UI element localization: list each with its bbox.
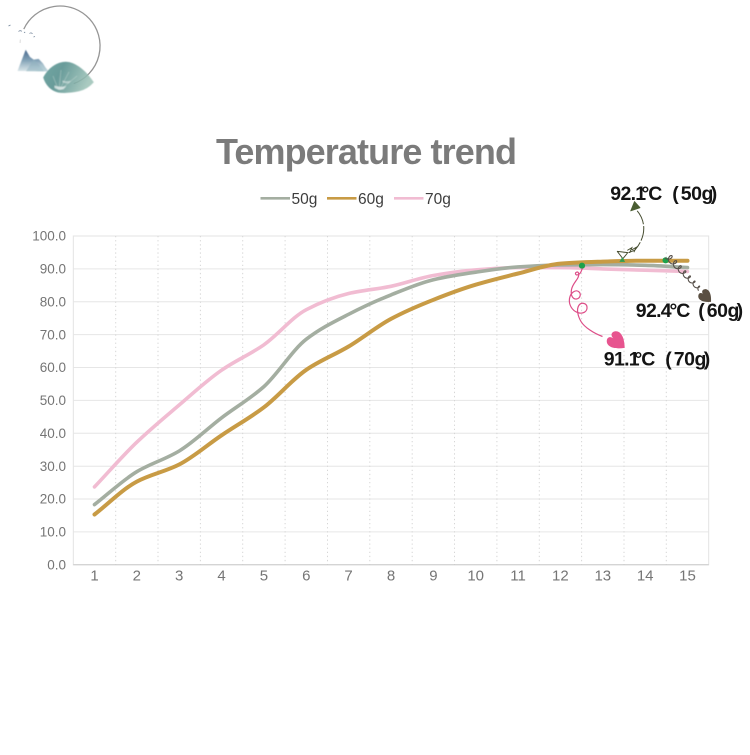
- svg-text:20.0: 20.0: [40, 492, 66, 507]
- svg-text:): ): [704, 349, 711, 371]
- svg-text:60g: 60g: [707, 300, 739, 322]
- svg-text:0.0: 0.0: [47, 558, 66, 573]
- svg-text:Temperature trend: Temperature trend: [216, 131, 516, 172]
- svg-text:9: 9: [429, 568, 437, 585]
- svg-text:13: 13: [594, 568, 611, 585]
- svg-text:): ): [711, 183, 718, 205]
- svg-text:(: (: [672, 183, 679, 205]
- svg-text:92.1: 92.1: [610, 183, 646, 205]
- svg-text:3: 3: [175, 568, 183, 585]
- svg-text:(: (: [665, 349, 672, 371]
- svg-text:70g: 70g: [674, 349, 706, 371]
- svg-text:50g: 50g: [292, 191, 318, 208]
- svg-text:°C: °C: [635, 349, 656, 371]
- svg-text:(: (: [698, 300, 705, 322]
- svg-text:92.4: 92.4: [636, 300, 672, 322]
- svg-text:2: 2: [133, 568, 141, 585]
- svg-text:30.0: 30.0: [40, 459, 66, 474]
- svg-text:50.0: 50.0: [40, 393, 66, 408]
- svg-text:): ): [737, 300, 744, 322]
- svg-text:°C: °C: [670, 300, 691, 322]
- svg-text:100.0: 100.0: [32, 229, 66, 244]
- svg-text:60g: 60g: [358, 191, 384, 208]
- svg-text:80.0: 80.0: [40, 295, 66, 310]
- svg-text:4: 4: [217, 568, 225, 585]
- svg-text:6: 6: [302, 568, 310, 585]
- svg-text:15: 15: [679, 568, 696, 585]
- svg-text:70.0: 70.0: [40, 327, 66, 342]
- svg-text:90.0: 90.0: [40, 262, 66, 277]
- svg-text:14: 14: [637, 568, 654, 585]
- svg-text:70g: 70g: [425, 191, 451, 208]
- svg-text:7: 7: [344, 568, 352, 585]
- svg-text:91.1: 91.1: [604, 349, 640, 371]
- svg-text:10.0: 10.0: [40, 525, 66, 540]
- svg-text:40.0: 40.0: [40, 426, 66, 441]
- svg-text:10: 10: [467, 568, 484, 585]
- svg-text:12: 12: [552, 568, 569, 585]
- svg-text:1: 1: [90, 568, 98, 585]
- svg-text:60.0: 60.0: [40, 360, 66, 375]
- svg-text:11: 11: [510, 568, 526, 585]
- svg-text:50g: 50g: [681, 183, 713, 205]
- svg-text:8: 8: [387, 568, 395, 585]
- svg-text:5: 5: [260, 568, 268, 585]
- svg-text:°C: °C: [642, 183, 663, 205]
